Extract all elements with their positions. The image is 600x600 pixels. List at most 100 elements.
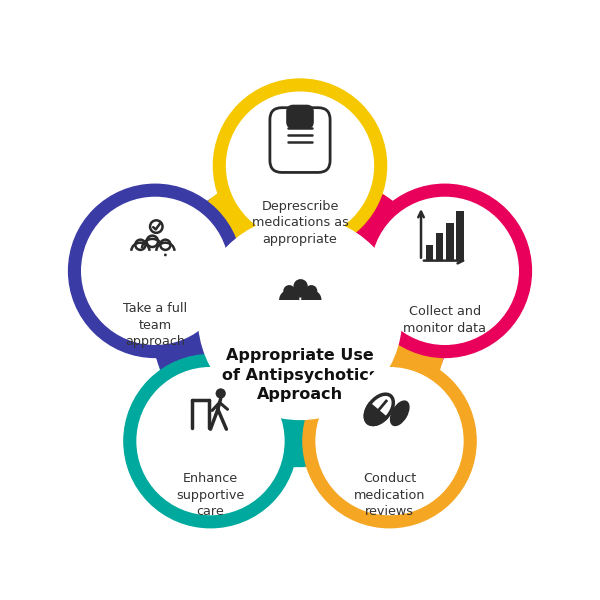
Circle shape — [139, 238, 190, 289]
Circle shape — [368, 404, 419, 455]
Circle shape — [401, 302, 452, 353]
Circle shape — [371, 393, 422, 444]
FancyBboxPatch shape — [426, 245, 433, 260]
Circle shape — [383, 359, 433, 410]
Circle shape — [310, 416, 361, 467]
Circle shape — [287, 416, 337, 467]
Circle shape — [392, 331, 443, 382]
Circle shape — [136, 239, 146, 250]
Circle shape — [137, 268, 188, 319]
Circle shape — [304, 416, 355, 467]
Circle shape — [260, 151, 311, 202]
Circle shape — [405, 235, 456, 286]
Circle shape — [227, 92, 373, 239]
Circle shape — [323, 175, 374, 226]
Wedge shape — [301, 290, 322, 300]
Circle shape — [410, 238, 461, 289]
Circle shape — [143, 285, 193, 336]
Circle shape — [316, 368, 463, 515]
Circle shape — [371, 211, 422, 261]
Circle shape — [159, 336, 210, 387]
Circle shape — [197, 416, 248, 467]
Circle shape — [172, 376, 223, 427]
Text: Conduct
medication
reviews: Conduct medication reviews — [354, 472, 425, 518]
FancyBboxPatch shape — [457, 211, 464, 260]
Circle shape — [185, 416, 236, 467]
Circle shape — [164, 254, 167, 256]
Circle shape — [203, 416, 254, 467]
Circle shape — [239, 416, 290, 467]
Circle shape — [188, 203, 238, 254]
Circle shape — [134, 242, 185, 293]
Circle shape — [214, 79, 386, 252]
Circle shape — [328, 416, 379, 467]
Circle shape — [313, 169, 364, 219]
Circle shape — [233, 416, 284, 467]
FancyBboxPatch shape — [287, 106, 313, 128]
Circle shape — [347, 193, 398, 244]
Circle shape — [386, 221, 436, 272]
Circle shape — [340, 416, 391, 467]
Circle shape — [176, 388, 227, 438]
Text: Take a full
team
approach: Take a full team approach — [123, 302, 187, 348]
Circle shape — [376, 214, 427, 265]
Circle shape — [379, 370, 430, 421]
Circle shape — [227, 416, 278, 467]
Circle shape — [82, 197, 229, 344]
Circle shape — [131, 251, 182, 302]
Circle shape — [412, 268, 463, 319]
Circle shape — [159, 224, 209, 275]
Circle shape — [165, 353, 215, 404]
Circle shape — [337, 186, 388, 236]
Circle shape — [390, 336, 441, 387]
Circle shape — [145, 291, 195, 341]
Circle shape — [284, 147, 335, 198]
Circle shape — [334, 416, 385, 467]
Circle shape — [395, 228, 446, 278]
Circle shape — [178, 211, 229, 261]
Circle shape — [154, 319, 205, 370]
Wedge shape — [279, 290, 299, 300]
Circle shape — [236, 169, 287, 219]
FancyBboxPatch shape — [436, 233, 443, 260]
Circle shape — [136, 263, 186, 313]
Wedge shape — [289, 286, 313, 298]
Circle shape — [199, 217, 401, 419]
Circle shape — [328, 179, 379, 230]
Circle shape — [388, 342, 439, 393]
Circle shape — [346, 416, 397, 467]
Circle shape — [212, 186, 263, 236]
Circle shape — [245, 416, 296, 467]
Circle shape — [358, 184, 532, 358]
Circle shape — [270, 144, 320, 194]
Circle shape — [414, 263, 464, 313]
Circle shape — [308, 165, 359, 215]
Circle shape — [397, 314, 448, 364]
Circle shape — [275, 416, 325, 467]
Circle shape — [304, 161, 355, 212]
Circle shape — [193, 200, 244, 251]
Text: Deprescribe
medications as
appropriate: Deprescribe medications as appropriate — [251, 200, 349, 246]
Circle shape — [391, 224, 441, 275]
Circle shape — [133, 257, 184, 308]
FancyBboxPatch shape — [446, 223, 454, 260]
Polygon shape — [357, 370, 419, 428]
Circle shape — [416, 257, 467, 308]
Ellipse shape — [365, 394, 394, 424]
Circle shape — [245, 161, 296, 212]
FancyBboxPatch shape — [270, 107, 330, 172]
Text: Appropriate Use
of Antipsychotics
Approach: Appropriate Use of Antipsychotics Approa… — [222, 348, 378, 403]
Circle shape — [161, 342, 212, 393]
Circle shape — [358, 416, 409, 467]
Circle shape — [160, 239, 170, 250]
Circle shape — [183, 207, 233, 257]
Circle shape — [257, 416, 307, 467]
Circle shape — [386, 347, 437, 398]
Circle shape — [293, 416, 343, 467]
Circle shape — [371, 197, 518, 344]
Circle shape — [366, 410, 417, 461]
Circle shape — [352, 196, 403, 247]
Circle shape — [375, 382, 426, 433]
Circle shape — [405, 291, 455, 341]
Circle shape — [418, 251, 469, 302]
